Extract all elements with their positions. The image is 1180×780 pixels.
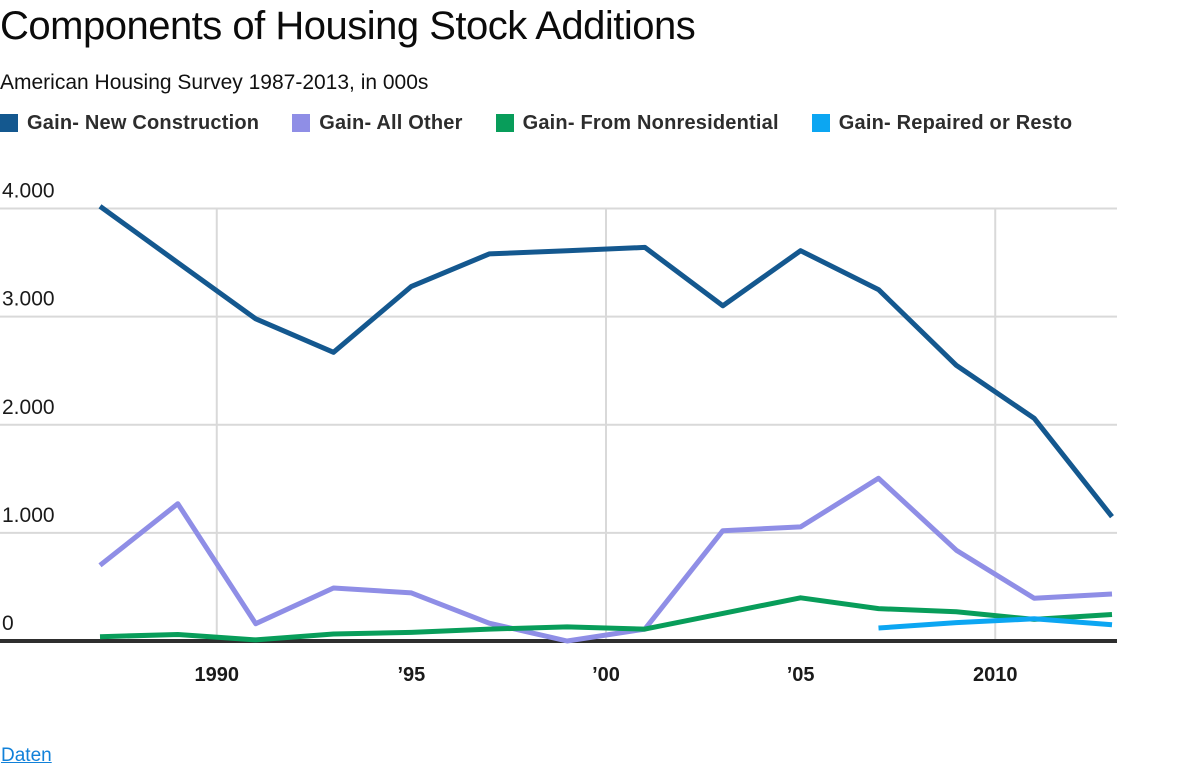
- series-line-gain-all-other: [98, 475, 1113, 644]
- legend-swatch-from-nonresidential: [495, 114, 514, 132]
- legend-item-all-other: Gain- All Other: [292, 112, 462, 135]
- y-axis-tick-label: 1.000: [2, 504, 55, 527]
- legend-item-new-construction: Gain- New Construction: [0, 112, 259, 135]
- series-line-gain-from-nonresidential: [99, 595, 1113, 643]
- x-axis-tick-label: ’00: [592, 664, 620, 686]
- y-axis-tick-label: 0: [2, 612, 14, 635]
- legend-label: Gain- Repaired or Resto: [838, 111, 1073, 134]
- legend-label: Gain- All Other: [319, 111, 463, 134]
- series-line-gain-new-construction: [98, 204, 1114, 519]
- series-line-gain-repaired-or-restored: [878, 616, 1113, 631]
- x-axis-tick-label: 1990: [195, 664, 240, 686]
- legend-swatch-new-construction: [0, 114, 18, 132]
- x-axis-tick-label: 2010: [973, 664, 1018, 686]
- legend-item-from-nonresidential: Gain- From Nonresidential: [495, 111, 779, 135]
- x-axis-tick-label: ’05: [787, 664, 815, 686]
- page-title: Components of Housing Stock Additions: [0, 4, 696, 48]
- line-chart: 0 1.000 2.000 3.000 4.000 1990 ’95 ’00 ’05 2010: [0, 180, 1117, 686]
- legend-swatch-all-other: [292, 114, 311, 132]
- data-link[interactable]: Daten: [1, 745, 52, 766]
- legend-label: Gain- New Construction: [27, 111, 260, 134]
- y-axis-tick-label: 3.000: [2, 288, 55, 311]
- legend-item-repaired-or-restored: Gain- Repaired or Resto: [811, 111, 1073, 135]
- y-axis-tick-label: 4.000: [2, 180, 55, 203]
- x-axis-tick-label: ’95: [397, 664, 425, 686]
- legend-swatch-repaired-or-restored: [811, 114, 830, 132]
- chart-subtitle: American Housing Survey 1987-2013, in 00…: [0, 71, 429, 94]
- y-axis-tick-label: 2.000: [2, 396, 55, 419]
- chart-legend: Gain- New Construction Gain- All Other G…: [0, 109, 1180, 137]
- legend-label: Gain- From Nonresidential: [522, 111, 779, 134]
